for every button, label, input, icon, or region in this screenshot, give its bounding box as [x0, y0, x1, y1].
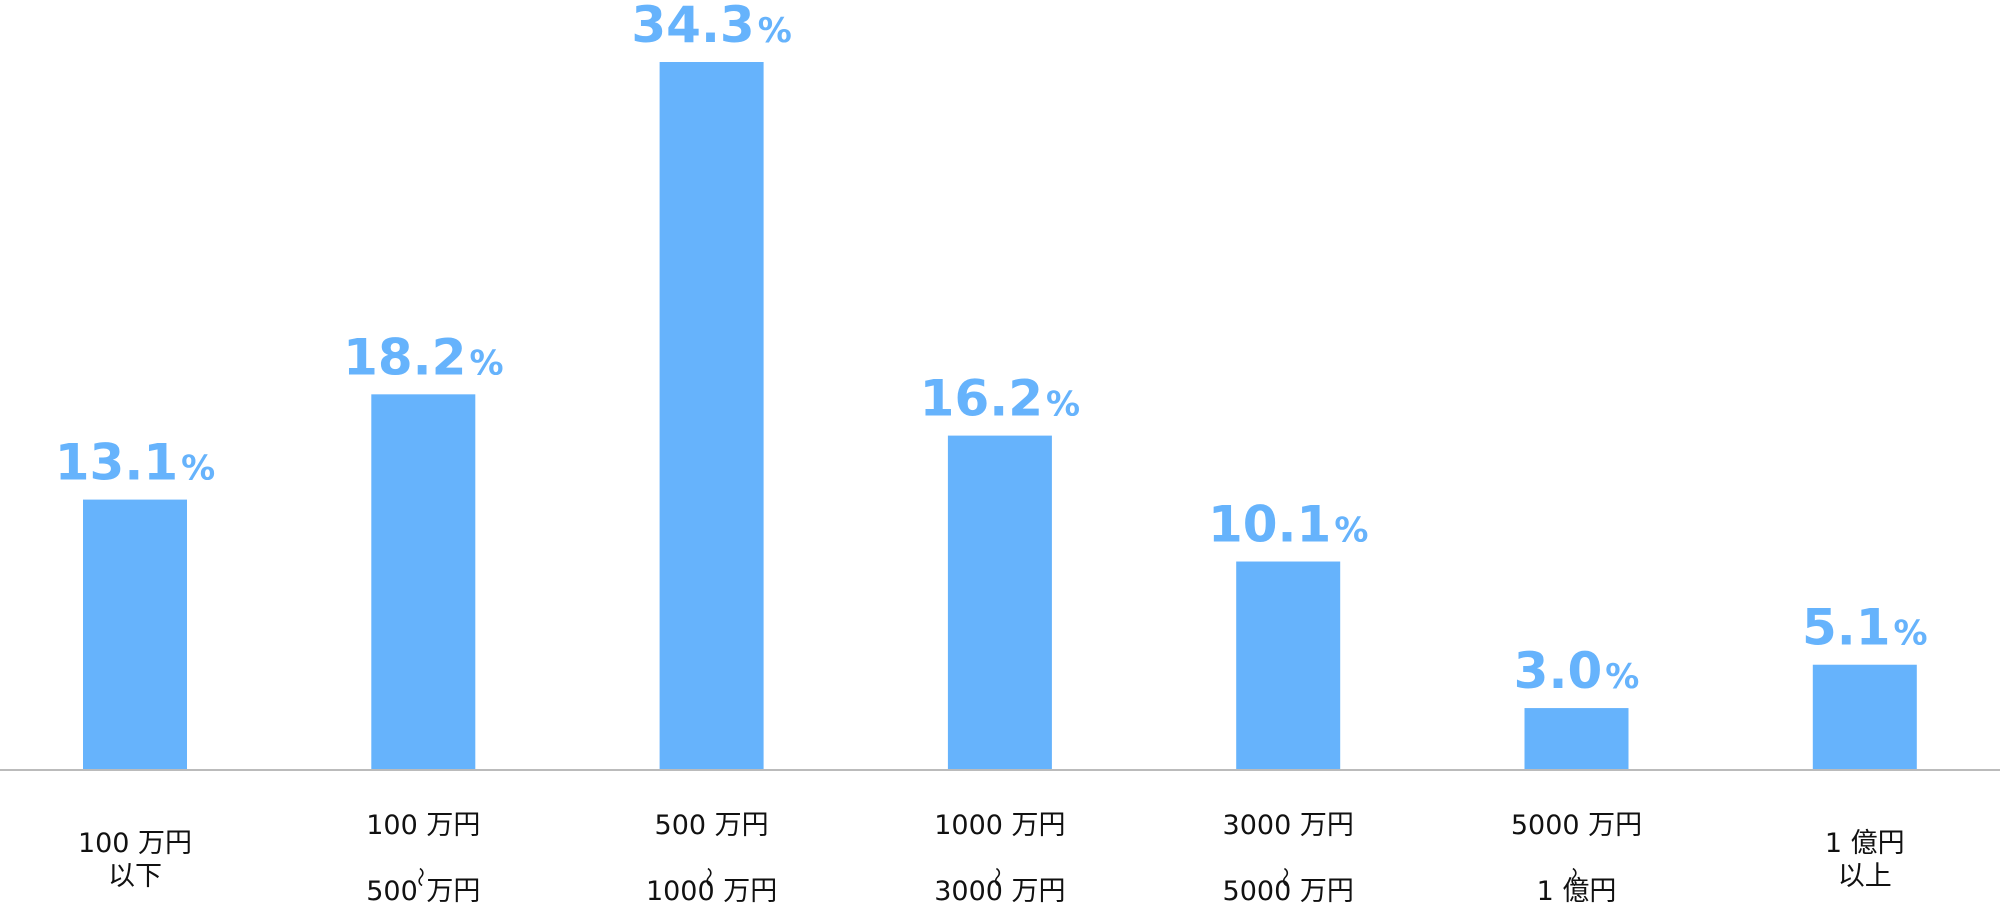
bar-6 — [1524, 708, 1629, 770]
value-unit: % — [1605, 657, 1639, 697]
value-label-1: 13.1% — [55, 434, 215, 492]
bar-2 — [371, 394, 476, 770]
category-line: 1000 万円 — [646, 876, 777, 907]
category-label-2: 100 万円〜500 万円 — [366, 810, 480, 907]
category-line: 500 万円 — [366, 876, 480, 907]
category-line: 1000 万円 — [934, 810, 1065, 841]
category-line: 5000 万円 — [1223, 876, 1354, 907]
value-number: 34.3 — [631, 0, 754, 54]
category-line: 5000 万円 — [1511, 810, 1642, 841]
value-unit: % — [181, 449, 215, 489]
value-label-7: 5.1% — [1802, 599, 1928, 657]
category-line: 3000 万円 — [934, 876, 1065, 907]
category-line: 100 万円 — [366, 810, 480, 841]
category-line: 3000 万円 — [1223, 810, 1354, 841]
bar-3 — [659, 62, 764, 770]
range-tilde: 〜 — [985, 867, 1009, 887]
category-line: 500 万円 — [655, 810, 769, 841]
bar-4 — [947, 435, 1052, 770]
value-unit: % — [1894, 614, 1928, 654]
value-label-6: 3.0% — [1514, 642, 1640, 700]
category-line: 100 万円 — [78, 828, 192, 859]
value-unit: % — [469, 343, 503, 383]
value-label-3: 34.3% — [631, 0, 791, 54]
value-number: 10.1 — [1208, 496, 1331, 554]
category-label-1: 100 万円以下 — [78, 828, 192, 892]
value-labels-layer: 13.1%18.2%34.3%16.2%10.1%3.0%5.1% — [55, 0, 1928, 700]
category-line: 以下 — [108, 861, 162, 892]
value-number: 18.2 — [343, 328, 466, 386]
category-line: 1 億円 — [1825, 828, 1905, 859]
bar-1 — [83, 499, 187, 770]
category-label-3: 500 万円〜1000 万円 — [646, 810, 777, 907]
value-number: 3.0 — [1514, 642, 1603, 700]
category-line: 1 億円 — [1537, 876, 1617, 907]
category-line: 以上 — [1838, 861, 1892, 892]
category-label-7: 1 億円以上 — [1825, 828, 1905, 892]
value-unit: % — [1046, 385, 1080, 425]
range-tilde: 〜 — [1562, 867, 1586, 887]
bar-7 — [1812, 664, 1917, 770]
value-label-5: 10.1% — [1208, 496, 1368, 554]
value-number: 16.2 — [920, 370, 1043, 428]
value-unit: % — [758, 11, 792, 51]
bar-5 — [1236, 561, 1341, 770]
range-tilde: 〜 — [697, 867, 721, 887]
range-tilde: 〜 — [408, 867, 432, 887]
range-tilde: 〜 — [1273, 867, 1297, 887]
value-number: 5.1 — [1802, 599, 1891, 657]
value-label-2: 18.2% — [343, 328, 503, 386]
value-label-4: 16.2% — [920, 370, 1080, 428]
category-label-5: 3000 万円〜5000 万円 — [1223, 810, 1354, 907]
category-label-6: 5000 万円〜1 億円 — [1511, 810, 1642, 907]
value-unit: % — [1334, 511, 1368, 551]
bars-layer — [83, 62, 1917, 770]
value-number: 13.1 — [55, 434, 178, 492]
category-label-4: 1000 万円〜3000 万円 — [934, 810, 1065, 907]
